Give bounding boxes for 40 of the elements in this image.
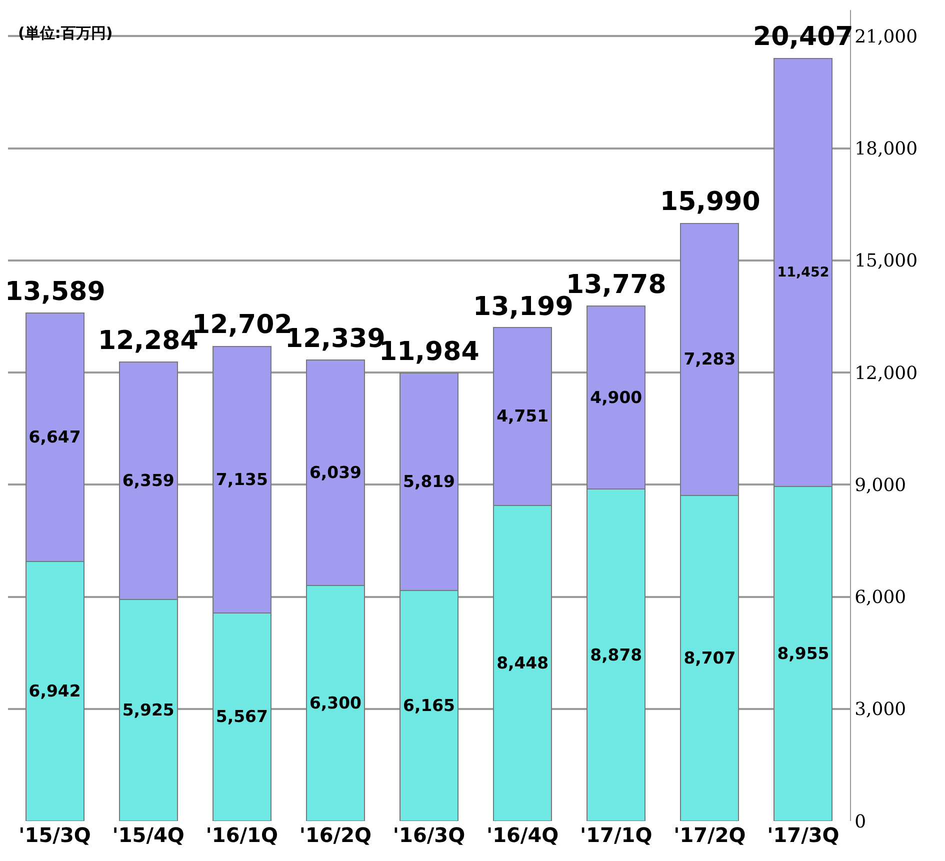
x-tick-label: '16/4Q [486,823,559,847]
y-tick-label: 3,000 [854,699,906,720]
x-tick-label: '16/3Q [392,823,466,847]
x-tick-label: '16/2Q [299,823,372,847]
x-tick-label: '16/1Q [206,823,278,847]
data-label: 7,135 [216,470,268,489]
x-tick-label: '17/1Q [580,823,652,847]
x-tick-label: '15/4Q [112,823,184,847]
x-tick-label: '17/3Q [767,823,840,847]
y-tick-label: 18,000 [854,138,918,160]
y-tick-label: 0 [854,811,866,832]
data-label: 4,900 [590,388,642,407]
data-label: 5,819 [403,472,455,492]
y-tick-label: 21,000 [854,26,918,48]
data-label: 6,647 [28,428,81,447]
total-label: 13,589 [5,277,106,307]
data-label: 5,567 [216,707,268,726]
data-label: 8,955 [777,644,830,663]
total-label: 12,284 [98,326,198,356]
total-label: 15,990 [660,187,760,217]
x-tick-label: '17/2Q [674,823,746,847]
data-label: 11,452 [777,264,830,281]
data-label: 6,942 [28,681,81,700]
data-label: 4,751 [496,406,549,426]
data-label: 7,283 [684,350,736,369]
data-label: 5,925 [122,700,174,720]
data-label: 8,707 [684,648,736,668]
data-label: 6,165 [403,696,455,715]
y-tick-label: 12,000 [854,362,918,384]
data-label: 6,039 [309,462,362,482]
y-tick-label: 15,000 [854,250,918,272]
total-label: 20,407 [753,22,854,52]
y-tick-label: 6,000 [854,587,906,608]
data-label: 6,300 [309,693,362,712]
x-tick-label: '15/3Q [18,823,91,847]
data-label: 6,359 [122,470,174,490]
data-label: 8,878 [590,645,642,664]
annotation: (単位:百万円) [18,24,113,42]
y-tick-label: 9,000 [854,474,906,496]
data-label: 8,448 [496,653,549,672]
